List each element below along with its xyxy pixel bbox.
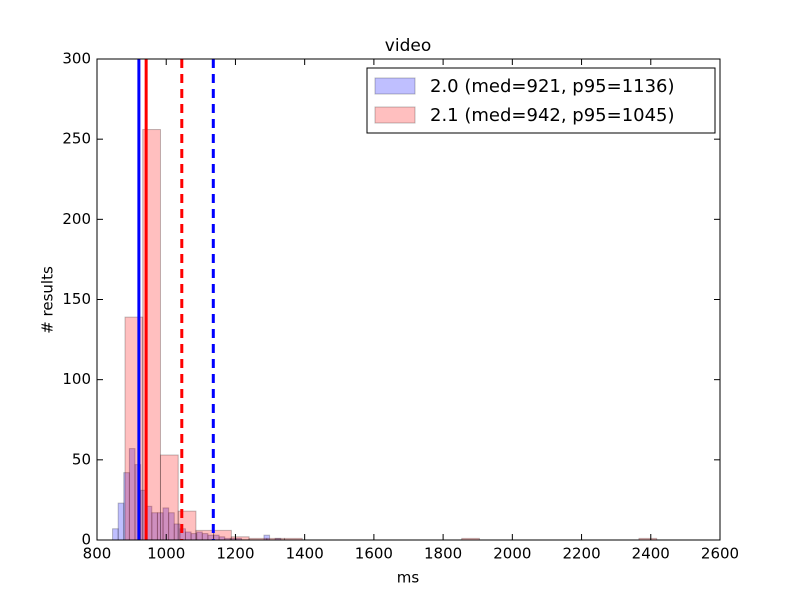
legend-label: 2.0 (med=921, p95=1136): [430, 76, 675, 97]
legend-swatch: [374, 106, 416, 124]
y-tick-label: 50: [72, 450, 91, 468]
y-tick-label: 250: [62, 130, 91, 148]
y-tick-label: 0: [81, 531, 91, 549]
x-tick-label: 2400: [632, 545, 670, 563]
x-tick-label: 2600: [701, 545, 739, 563]
histogram-bar: [213, 529, 232, 541]
x-tick-label: 2200: [562, 545, 600, 563]
chart-title: video: [385, 36, 431, 56]
legend-box: [366, 67, 716, 134]
y-axis-label: # results: [39, 266, 57, 334]
y-tick-label: 100: [62, 370, 91, 388]
x-tick-label: 1800: [424, 545, 462, 563]
histogram-bar: [112, 528, 119, 541]
x-tick-label: 800: [83, 545, 112, 563]
histogram-bar: [117, 502, 125, 541]
x-tick-label: 2000: [493, 545, 531, 563]
y-tick-label: 150: [62, 290, 91, 308]
histogram-bar: [159, 454, 179, 541]
y-tick-label: 300: [62, 50, 91, 68]
x-axis-label: ms: [397, 569, 420, 587]
histogram-bar: [195, 529, 215, 541]
x-tick-label: 1400: [286, 545, 324, 563]
x-tick-label: 1000: [147, 545, 185, 563]
y-tick-label: 200: [62, 210, 91, 228]
x-tick-label: 1600: [355, 545, 393, 563]
legend-swatch: [374, 77, 416, 95]
legend-label: 2.1 (med=942, p95=1045): [430, 105, 675, 126]
x-tick-label: 1200: [216, 545, 254, 563]
